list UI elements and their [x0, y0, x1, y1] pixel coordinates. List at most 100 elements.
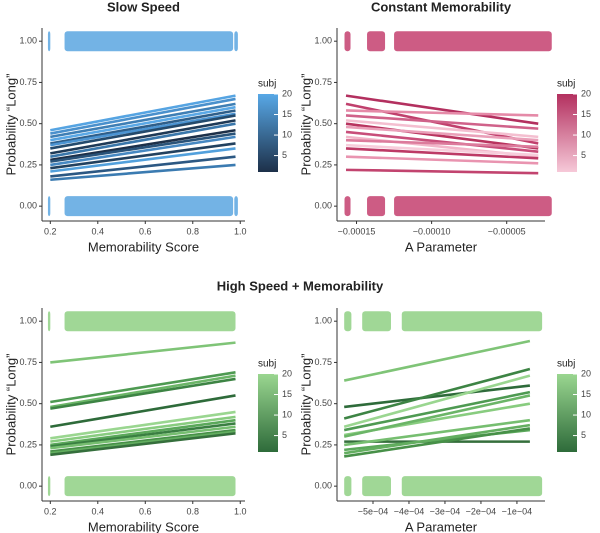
- y-tick-label: 0.50: [19, 118, 37, 128]
- y-tick-label: 0.75: [314, 77, 332, 87]
- fit-line: [50, 122, 236, 158]
- y-tick-label: 0.25: [19, 159, 37, 169]
- x-tick-label: 0.4: [92, 226, 105, 236]
- observation-band: [344, 31, 351, 52]
- fit-line: [343, 339, 531, 382]
- colorbar-tick-label: 10: [282, 409, 292, 419]
- fit-line: [50, 105, 236, 142]
- x-tick-label: −1e−04: [502, 506, 533, 516]
- fit-line: [50, 374, 236, 409]
- x-axis-label: A Parameter: [405, 519, 478, 533]
- fit-line: [50, 114, 236, 150]
- observation-band: [344, 476, 352, 497]
- fit-line: [344, 423, 531, 455]
- legend-title: subj: [258, 359, 276, 370]
- x-tick-label: 0.2: [44, 226, 57, 236]
- observation-band: [394, 31, 552, 52]
- colorbar-tick-label: 20: [282, 88, 292, 98]
- y-tick-label: 1.00: [314, 316, 332, 326]
- fit-line: [50, 415, 236, 443]
- fit-line: [345, 138, 539, 149]
- observation-band: [47, 196, 51, 217]
- y-tick-label: 0.25: [19, 439, 37, 449]
- observation-band: [362, 476, 391, 497]
- fit-line: [50, 97, 236, 135]
- fit-line: [345, 147, 539, 160]
- fit-line: [344, 427, 531, 458]
- colorbar-tick-label: 15: [282, 109, 292, 119]
- y-tick-label: 0.75: [19, 77, 37, 87]
- x-tick-label: 1.0: [234, 226, 247, 236]
- observation-band: [64, 196, 234, 217]
- colorbar-tick-label: 20: [282, 368, 292, 378]
- colorbar: [258, 94, 278, 172]
- colorbar-tick-label: 5: [581, 150, 586, 160]
- fit-line: [50, 432, 236, 457]
- x-tick-label: −5e−04: [358, 506, 389, 516]
- fit-line: [50, 128, 236, 162]
- fit-line: [50, 135, 236, 167]
- fit-line: [50, 142, 236, 170]
- legend-title: subj: [258, 79, 276, 90]
- y-tick-label: 0.25: [314, 439, 332, 449]
- fit-line: [345, 130, 539, 154]
- fit-line: [50, 109, 236, 145]
- x-tick-label: 0.4: [92, 506, 105, 516]
- fit-line: [343, 367, 531, 420]
- y-axis-label: Probability “Long”: [298, 354, 313, 456]
- observation-band: [344, 196, 351, 217]
- fit-line: [50, 341, 236, 364]
- legend-title: subj: [557, 79, 575, 90]
- x-tick-label: 0.2: [44, 506, 57, 516]
- fit-line: [50, 163, 236, 182]
- colorbar-tick-label: 20: [581, 88, 591, 98]
- y-tick-label: 0.00: [19, 481, 37, 491]
- y-axis-label: Probability “Long”: [3, 354, 18, 456]
- colorbar-tick-label: 5: [581, 430, 586, 440]
- y-axis-label: Probability “Long”: [298, 74, 313, 176]
- fit-line: [50, 371, 236, 404]
- fit-line: [345, 122, 539, 150]
- fit-line: [50, 422, 236, 448]
- fit-line: [50, 94, 236, 132]
- colorbar-tick-label: 10: [581, 129, 591, 139]
- colorbar-tick-label: 15: [581, 109, 591, 119]
- x-tick-label: −0.00015: [338, 226, 376, 236]
- colorbar-tick-label: 5: [282, 150, 287, 160]
- observation-band: [401, 476, 543, 497]
- fit-line: [50, 377, 236, 410]
- y-tick-label: 0.75: [314, 357, 332, 367]
- fit-line: [50, 394, 236, 429]
- section-title: High Speed + Memorability: [217, 278, 384, 293]
- observation-band: [64, 476, 236, 497]
- observation-band: [367, 196, 386, 217]
- fit-line: [50, 132, 236, 163]
- fit-line: [344, 384, 531, 409]
- colorbar-tick-label: 5: [282, 430, 287, 440]
- observation-band: [47, 476, 51, 497]
- colorbar-tick-label: 15: [581, 389, 591, 399]
- x-tick-label: 0.8: [187, 226, 200, 236]
- fit-line: [345, 114, 539, 130]
- fit-line: [50, 102, 236, 139]
- observation-band: [64, 311, 236, 332]
- x-tick-label: 0.6: [139, 506, 152, 516]
- fit-line: [50, 418, 236, 447]
- fit-line: [50, 430, 236, 455]
- x-tick-label: 1.0: [234, 506, 247, 516]
- fit-line: [345, 168, 539, 175]
- y-tick-label: 0.75: [19, 357, 37, 367]
- y-tick-label: 0.00: [314, 201, 332, 211]
- fit-line: [50, 425, 236, 450]
- x-tick-label: −3e−04: [430, 506, 461, 516]
- fit-line: [50, 147, 236, 173]
- x-axis-label: Memorability Score: [88, 239, 199, 254]
- observation-band: [362, 311, 391, 332]
- colorbar-tick-label: 10: [581, 409, 591, 419]
- y-tick-label: 1.00: [314, 36, 332, 46]
- fit-line: [50, 112, 236, 147]
- x-tick-label: 0.6: [139, 226, 152, 236]
- y-tick-label: 0.50: [314, 398, 332, 408]
- fit-line: [345, 94, 539, 125]
